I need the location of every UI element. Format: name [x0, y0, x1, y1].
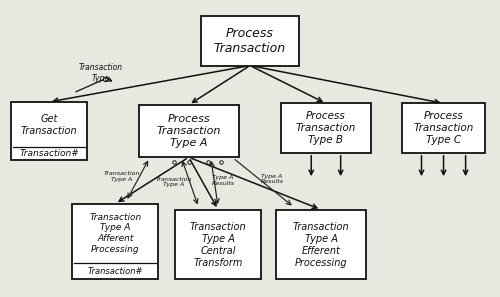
Text: Process
Transaction: Process Transaction	[214, 26, 286, 55]
Text: Transaction#: Transaction#	[19, 149, 79, 158]
FancyBboxPatch shape	[72, 204, 158, 279]
Text: Transaction
Type A
Afferent
Processing: Transaction Type A Afferent Processing	[89, 213, 142, 254]
Text: Process
Transaction
Type A: Process Transaction Type A	[156, 114, 221, 148]
Text: Process
Transaction
Type C: Process Transaction Type C	[414, 111, 474, 145]
FancyBboxPatch shape	[138, 105, 239, 157]
FancyBboxPatch shape	[276, 210, 366, 279]
Text: Transaction
Type A
Efferent
Processing: Transaction Type A Efferent Processing	[292, 222, 350, 268]
Text: Transaction
Type A: Transaction Type A	[104, 171, 140, 181]
FancyBboxPatch shape	[176, 210, 261, 279]
Text: Transaction
Type A: Transaction Type A	[156, 177, 192, 187]
FancyBboxPatch shape	[402, 103, 485, 153]
FancyBboxPatch shape	[201, 16, 299, 66]
FancyBboxPatch shape	[11, 102, 87, 160]
Text: Type A
Results: Type A Results	[212, 175, 234, 186]
FancyBboxPatch shape	[280, 103, 372, 153]
Text: Process
Transaction
Type B: Process Transaction Type B	[296, 111, 356, 145]
Text: Transaction
Type: Transaction Type	[78, 63, 122, 83]
Text: Get
Transaction: Get Transaction	[21, 114, 78, 136]
Text: Transaction#: Transaction#	[88, 267, 143, 276]
Text: Transaction
Type A
Central
Transform: Transaction Type A Central Transform	[190, 222, 246, 268]
Text: Type A
Results: Type A Results	[260, 174, 283, 184]
